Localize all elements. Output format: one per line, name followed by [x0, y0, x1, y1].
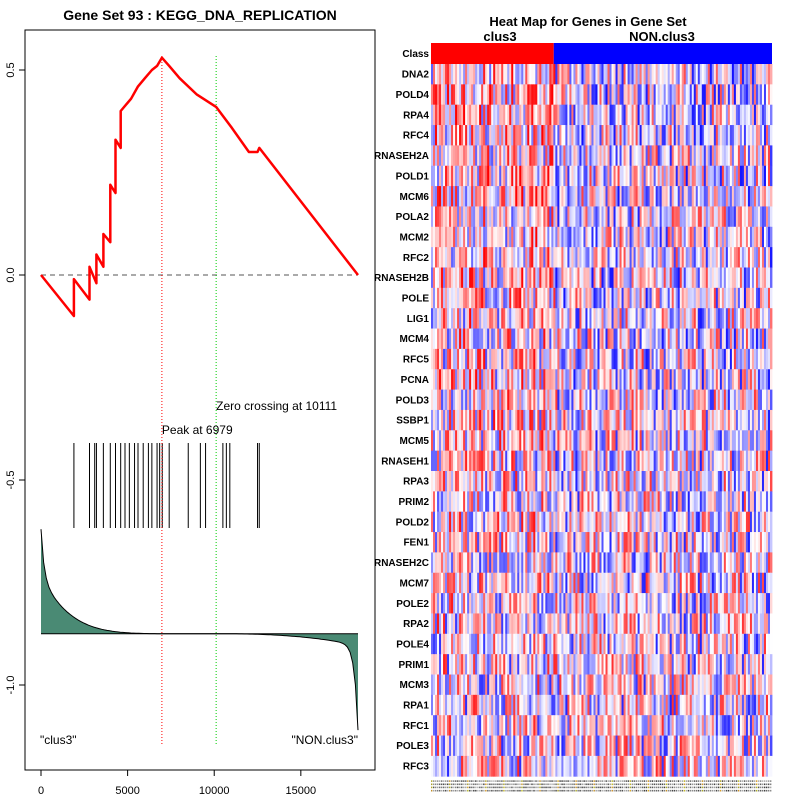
y-tick-label: -0.5: [5, 471, 17, 490]
heatmap-row: [431, 64, 772, 85]
heatmap-cell: [770, 573, 772, 594]
running-enrichment-line: [41, 58, 358, 316]
peak-label: Peak at 6979: [162, 423, 233, 437]
heatmap-cell: [770, 613, 772, 634]
heatmap-row: [431, 573, 772, 594]
heatmap-row: [431, 329, 772, 350]
heatmap-cell: [770, 451, 772, 472]
heatmap-cell: [770, 288, 772, 309]
heatmap-row: [431, 349, 772, 370]
heatmap-cell: [770, 329, 772, 350]
heatmap-row: [431, 308, 772, 329]
heatmap-row: [431, 593, 772, 614]
heatmap-row: [431, 430, 772, 451]
x-tick-label: 15000: [286, 785, 317, 797]
x-tick-label: 10000: [199, 785, 230, 797]
class-bar: [431, 43, 772, 64]
heatmap-cell: [770, 552, 772, 573]
zero-crossing-label: Zero crossing at 10111: [216, 399, 337, 413]
heatmap-row: [431, 206, 772, 227]
heatmap-cell: [770, 268, 772, 289]
heatmap-cell: [770, 593, 772, 614]
heatmap-row: [431, 613, 772, 634]
heatmap-row: [431, 186, 772, 207]
heatmap-cell: [770, 105, 772, 126]
heatmap-row: [431, 552, 772, 573]
heatmap-row: [431, 145, 772, 166]
heatmap-row: [431, 125, 772, 146]
left-class-label: "clus3": [40, 733, 77, 747]
heatmap-row: [431, 369, 772, 390]
heatmap-cell: [770, 369, 772, 390]
heatmap-cell: [770, 308, 772, 329]
heatmap-cell: [770, 206, 772, 227]
enrichment-panel: Gene Set 93 : KEGG_DNA_REPLICATION 0 5000…: [5, 7, 375, 797]
class-bar-clus3: [431, 43, 554, 64]
heatmap-row: [431, 166, 772, 187]
heatmap-row: [431, 634, 772, 655]
class-row-label: Class: [402, 49, 429, 60]
heatmap-row: [431, 268, 772, 289]
heatmap-cell: [770, 349, 772, 370]
class-label-non-clus3: NON.clus3: [629, 29, 695, 44]
heatmap-row: [431, 491, 772, 512]
heatmap-cell: [770, 430, 772, 451]
heatmap-cell: [770, 390, 772, 411]
x-tick-label: 0: [38, 785, 44, 797]
heatmap-panel: Heat Map for Genes in Gene Set clus3 NON…: [374, 14, 772, 792]
heatmap-cell: [770, 84, 772, 105]
heatmap-row: [431, 227, 772, 248]
x-tick-label: 5000: [115, 785, 139, 797]
enrichment-axes: 0 5000 10000 15000 0.5 0.0 -0.5 -1.0: [5, 62, 316, 797]
heatmap-row: [431, 105, 772, 126]
heatmap-row: [431, 451, 772, 472]
ranked-metric: [41, 529, 358, 730]
heatmap-cell: [770, 64, 772, 85]
heatmap-cell: [770, 247, 772, 268]
right-class-label: "NON.clus3": [291, 733, 358, 747]
heatmap-cell: [770, 471, 772, 492]
heatmap-cell: [770, 186, 772, 207]
hit-marks: [74, 443, 259, 528]
heatmap-row: [431, 288, 772, 309]
heatmap-cell: [770, 410, 772, 431]
y-tick-label: -1.0: [5, 676, 17, 695]
heatmap-cell: [770, 166, 772, 187]
heatmap-row: [431, 84, 772, 105]
heatmap-row: [431, 512, 772, 533]
heatmap-cell: [770, 227, 772, 248]
enrichment-title: Gene Set 93 : KEGG_DNA_REPLICATION: [63, 7, 337, 23]
heatmap-row: [431, 247, 772, 268]
heatmap-cell: [770, 125, 772, 146]
heatmap-cell: [770, 512, 772, 533]
heatmap-title: Heat Map for Genes in Gene Set: [489, 14, 687, 29]
class-bar-non-clus3: [554, 43, 772, 64]
heatmap-cell: [770, 532, 772, 553]
y-tick-label: 0.5: [5, 62, 17, 77]
heatmap-row: [431, 410, 772, 431]
heatmap-cell: [770, 145, 772, 166]
heatmap-row: [431, 471, 772, 492]
class-label-clus3: clus3: [483, 29, 516, 44]
y-tick-label: 0.0: [5, 267, 17, 282]
heatmap-row: [431, 390, 772, 411]
heatmap-cell: [770, 491, 772, 512]
heatmap-cells: [431, 64, 772, 777]
ranked-metric-area: [41, 529, 358, 730]
heatmap-row: [431, 532, 772, 553]
